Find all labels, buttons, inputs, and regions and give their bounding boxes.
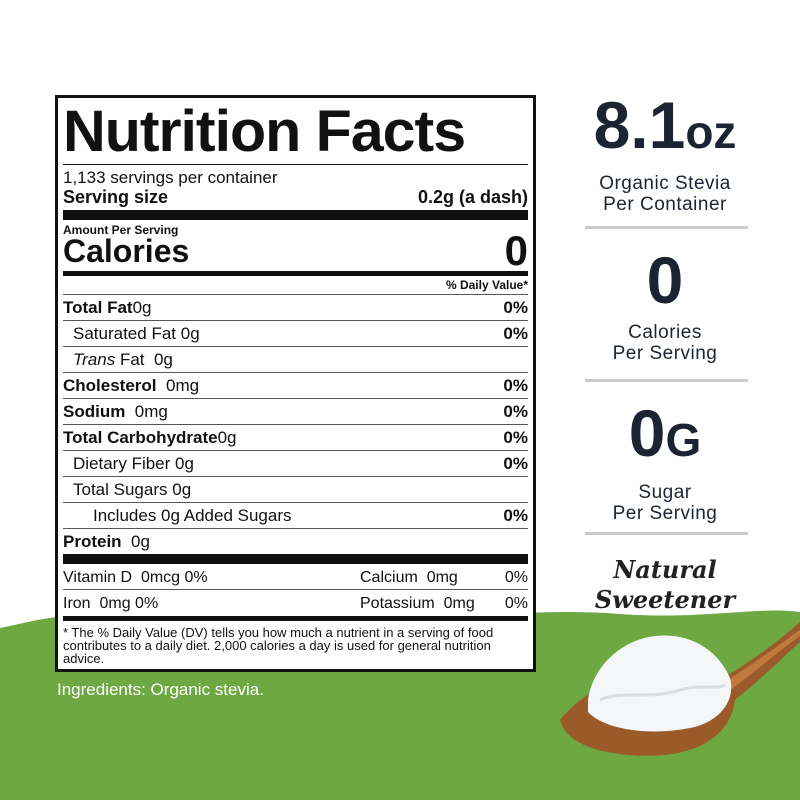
thick-bar <box>63 554 528 564</box>
nutrient-amount: 0mg <box>165 376 200 395</box>
nutrient-row: Total Carbohydrate0g 0% <box>63 424 528 450</box>
nutrient-name-italic: Trans <box>73 350 116 369</box>
nutrient-dv: 0% <box>503 298 528 317</box>
nutrient-name: Includes 0g Added Sugars <box>93 506 292 525</box>
nutrient-row: Total Fat0g 0% <box>63 294 528 320</box>
label-title: Nutrition Facts <box>63 99 466 164</box>
highlight-value: 0 <box>628 396 666 470</box>
highlight-caption: Organic Stevia <box>599 173 731 194</box>
highlight-unit: oz <box>685 106 737 158</box>
nutrient-name: Cholesterol <box>63 376 157 395</box>
nutrient-row: Includes 0g Added Sugars 0% <box>63 502 528 528</box>
micro-dv: 0% <box>184 569 208 586</box>
divider <box>585 532 748 535</box>
micro-name: Vitamin D <box>63 569 133 586</box>
thick-bar <box>63 210 528 220</box>
badge: Natural Sweetener <box>575 555 755 615</box>
micro-amount: 0mg <box>443 595 475 612</box>
micro-row: Vitamin D 0mcg 0% Calcium 0mg 0% <box>63 564 528 589</box>
serving-size-label: Serving size <box>63 187 169 207</box>
nutrient-name: Dietary Fiber <box>73 454 171 473</box>
micro-amount: 0mg <box>426 569 458 586</box>
divider <box>585 379 748 382</box>
nutrient-row: Trans Fat 0g <box>63 346 528 372</box>
medium-bar <box>63 271 528 276</box>
nutrient-amount: 0g <box>180 324 200 343</box>
calories-value: 0 <box>504 227 528 274</box>
nutrient-amount: 0g <box>131 532 150 551</box>
micro-name: Calcium <box>360 569 418 586</box>
nutrient-name: Total Fat <box>63 298 133 317</box>
nutrient-row: Saturated Fat 0g 0% <box>63 320 528 346</box>
highlight-caption: Sugar <box>638 482 692 503</box>
divider <box>585 226 748 229</box>
nutrient-row: Sodium 0mg 0% <box>63 398 528 424</box>
nutrient-name: Fat <box>119 350 145 369</box>
amount-per-serving: Amount Per Serving <box>63 223 179 237</box>
highlight-unit: G <box>665 414 702 466</box>
stevia-powder <box>588 635 732 732</box>
daily-value-header: % Daily Value* <box>445 278 528 292</box>
ingredients: Ingredients: Organic stevia. <box>57 680 264 699</box>
nutrient-amount: 0g <box>217 428 237 447</box>
highlight: 0 Calories Per Serving <box>580 245 750 364</box>
nutrient-name: Total Carbohydrate <box>63 428 218 447</box>
nutrient-dv: 0% <box>503 428 528 447</box>
highlight-value: 0 <box>646 243 684 317</box>
micro-name: Iron <box>63 595 91 612</box>
calories-row: Calories 0 <box>63 227 528 274</box>
calories-label: Calories <box>63 233 190 269</box>
nutrient-name: Saturated Fat <box>73 324 177 343</box>
micro-row: Iron 0mg 0% Potassium 0mg 0% <box>63 589 528 615</box>
nutrient-amount: 0g <box>132 298 152 317</box>
serving-size: 0.2g (a dash) <box>417 187 528 207</box>
nutrient-dv: 0% <box>503 506 528 525</box>
micro-amount: 0mcg <box>140 569 181 586</box>
highlight-caption: Calories <box>628 322 702 343</box>
nutrient-name: Sodium <box>63 402 126 421</box>
rule <box>63 164 528 165</box>
micro-dv: 0% <box>504 569 528 586</box>
nutrient-name: Protein <box>63 532 122 551</box>
nutrient-row: Dietary Fiber 0g 0% <box>63 450 528 476</box>
highlight-caption: Per Container <box>603 194 727 215</box>
badge-line: Natural <box>613 555 717 584</box>
highlight: 0G Sugar Per Serving <box>580 398 750 524</box>
nutrient-name: Total Sugars <box>73 480 168 499</box>
powder-shade <box>599 683 726 702</box>
servings: 1,133 servings per container <box>63 168 278 187</box>
nutrient-amount: 0g <box>153 350 173 369</box>
highlight: 8.1oz Organic Stevia Per Container <box>580 90 750 215</box>
nutrient-amount: 0g <box>172 480 192 499</box>
nutrient-row: Cholesterol 0mg 0% <box>63 372 528 398</box>
nutrient-amount: 0g <box>175 454 194 473</box>
micro-amount: 0mg <box>99 595 131 612</box>
serving-size-row: Serving size 0.2g (a dash) <box>63 187 528 207</box>
micro-dv: 0% <box>135 595 159 612</box>
nutrient-amount: 0mg <box>134 402 168 421</box>
highlight-value: 8.1 <box>593 88 686 162</box>
highlight-caption: Per Serving <box>612 503 718 524</box>
nutrient-dv: 0% <box>503 376 528 395</box>
nutrient-dv: 0% <box>503 324 528 343</box>
footnote: * The % Daily Value (DV) tells you how m… <box>63 625 494 666</box>
nutrient-row: Protein 0g <box>63 528 528 554</box>
nutrition-label: Nutrition Facts 1,133 servings per conta… <box>55 95 536 672</box>
nutrient-row: Total Sugars 0g <box>63 476 528 502</box>
highlight-caption: Per Serving <box>612 343 718 364</box>
nutrient-dv: 0% <box>503 454 528 473</box>
micro-name: Potassium <box>360 595 435 612</box>
nutrient-dv: 0% <box>503 402 528 421</box>
spoon-highlight <box>720 630 800 690</box>
medium-bar <box>63 616 528 621</box>
micro-dv: 0% <box>504 595 528 612</box>
badge-line: Sweetener <box>594 585 736 614</box>
